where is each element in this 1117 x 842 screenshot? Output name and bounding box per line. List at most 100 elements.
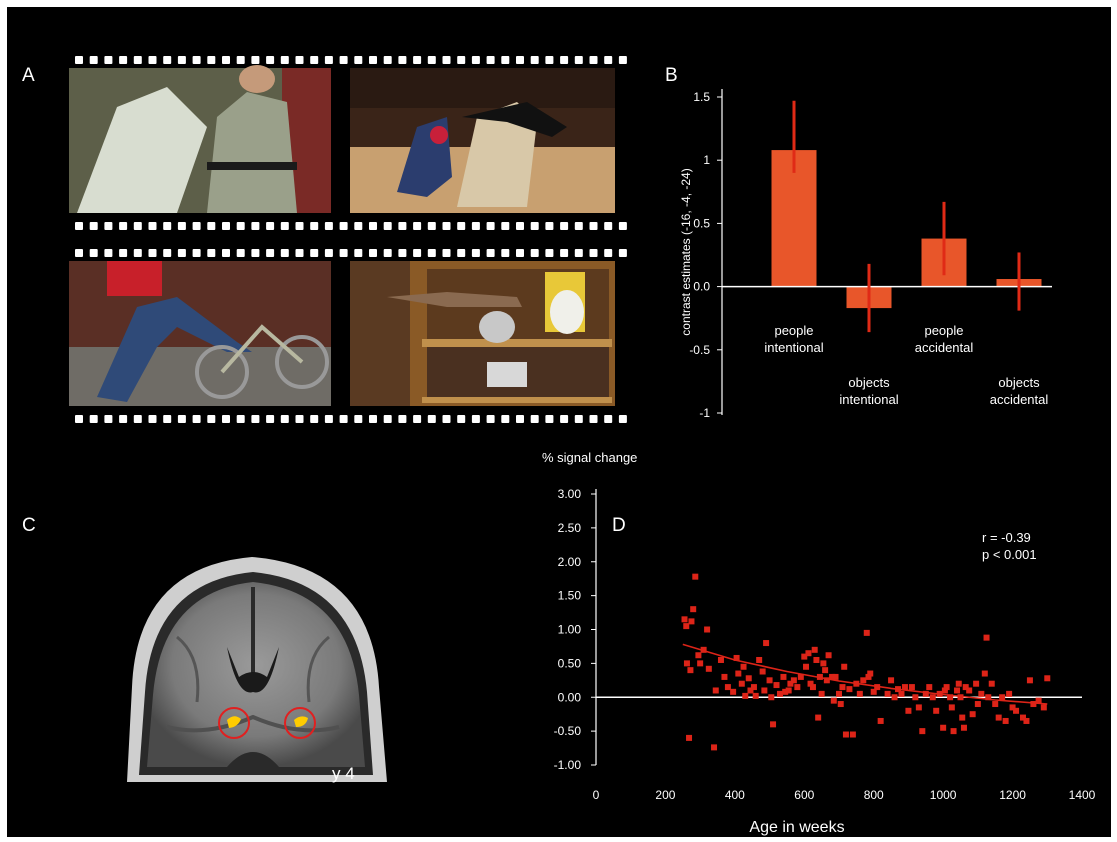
film-perforation [545, 249, 554, 257]
data-point [738, 680, 745, 687]
data-point [683, 623, 690, 630]
film-perforation [501, 222, 510, 230]
film-perforation [133, 249, 142, 257]
scatter-points [681, 573, 1051, 751]
film-perforation [104, 249, 113, 257]
data-point [995, 714, 1002, 721]
film-perforation [427, 415, 436, 423]
activation-left [227, 716, 241, 728]
data-point [954, 687, 961, 694]
panel-c-label: C [22, 515, 36, 536]
y-tick-label: -0.5 [689, 343, 710, 357]
film-perforation [339, 56, 348, 64]
data-point [717, 656, 724, 663]
data-point [960, 724, 967, 731]
film-perforation [354, 415, 363, 423]
data-point [1044, 675, 1051, 682]
data-point [770, 721, 777, 728]
data-point [766, 677, 773, 684]
data-point [1040, 704, 1047, 711]
data-point [768, 694, 775, 701]
x-tick-label: 600 [794, 788, 814, 802]
film-perforation [516, 222, 524, 230]
panel-a-label: A [22, 65, 35, 86]
film-perforation [89, 222, 98, 230]
data-point [898, 690, 905, 697]
film-perforation [574, 222, 583, 230]
film-perforation [192, 222, 201, 230]
film-perforation [618, 56, 627, 64]
data-point [832, 673, 839, 680]
data-point [992, 701, 999, 708]
data-point [1002, 717, 1009, 724]
film-perforation [383, 222, 392, 230]
bars [771, 150, 1042, 309]
data-point [856, 690, 863, 697]
film-perforation [295, 249, 304, 257]
panel-d-label: D [612, 515, 626, 536]
roi-circle-left [218, 707, 250, 739]
film-perforation [369, 222, 377, 230]
data-point [785, 687, 792, 694]
film-perforation [295, 415, 304, 423]
category-label: objects accidental [990, 375, 1049, 407]
film-perforation [104, 222, 113, 230]
film-perforation [75, 56, 83, 64]
data-point [966, 687, 973, 694]
data-point [943, 684, 950, 691]
film-perforation [369, 415, 377, 423]
data-point [940, 724, 947, 731]
data-point [818, 690, 825, 697]
film-perforation [413, 415, 422, 423]
film-perforation [207, 249, 216, 257]
data-point [841, 663, 848, 670]
film-perforation [398, 249, 407, 257]
film-perforation [119, 415, 128, 423]
film-perforation [383, 249, 392, 257]
category-label: people intentional [764, 323, 823, 355]
data-point [988, 680, 995, 687]
film-perforation [604, 415, 613, 423]
film-perforation [413, 56, 422, 64]
y-tick-label: 2.00 [558, 555, 582, 569]
film-perforation [516, 249, 524, 257]
ventricles [227, 647, 279, 693]
film-perforation [486, 56, 495, 64]
data-point [867, 670, 874, 677]
data-point [724, 684, 731, 691]
film-perforation [310, 56, 319, 64]
data-point [794, 684, 801, 691]
film-perforation [516, 415, 524, 423]
data-point [745, 675, 752, 682]
data-point [790, 677, 797, 684]
film-perforation [89, 415, 98, 423]
data-point [1013, 707, 1020, 714]
film-perforation [501, 56, 510, 64]
film-perforation [457, 56, 466, 64]
data-point [999, 694, 1006, 701]
film-perforation [133, 56, 142, 64]
film-perforation [369, 56, 377, 64]
film-perforation [339, 249, 348, 257]
data-point [820, 660, 827, 667]
film-perforation [442, 56, 451, 64]
film-perforation [133, 415, 142, 423]
x-tick-label: 800 [864, 788, 884, 802]
data-point [978, 690, 985, 697]
x-tick-label: 0 [593, 788, 600, 802]
film-perforation [457, 415, 466, 423]
film-perforation [104, 56, 113, 64]
data-point [849, 731, 856, 738]
film-perforation [618, 415, 627, 423]
video-still-push [69, 65, 331, 213]
correlation-r: r = -0.39 [982, 530, 1031, 545]
film-perforation [163, 56, 172, 64]
data-point [947, 694, 954, 701]
film-perforation [339, 222, 348, 230]
bar-chart-contrast: 1.5 1 0.5 0.0 -0.5 -1 people intentional object… [679, 89, 1052, 420]
data-point [811, 646, 818, 653]
film-perforation [589, 56, 598, 64]
y-tick-label: 1.50 [558, 589, 582, 603]
data-point [780, 673, 787, 680]
film-perforation [398, 415, 407, 423]
